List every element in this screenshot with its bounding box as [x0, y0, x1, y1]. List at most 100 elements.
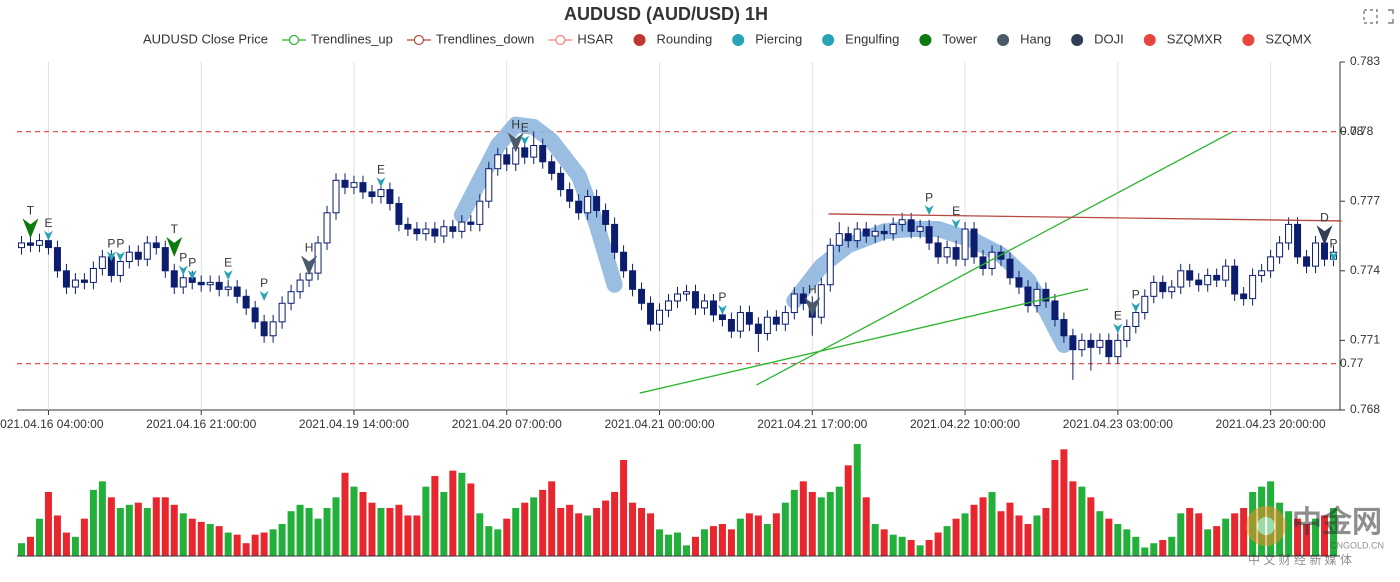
signal-label: P — [925, 190, 933, 204]
candle-body — [476, 200, 484, 225]
legend-icon — [1071, 34, 1084, 46]
volume-bar — [638, 508, 646, 556]
candle-body — [206, 281, 214, 286]
y-tick-label: 0.783 — [1350, 54, 1380, 68]
volume-bar — [611, 492, 619, 556]
candle-body — [566, 189, 574, 202]
legend-label: Rounding — [657, 31, 713, 46]
volume-bar — [682, 545, 690, 556]
volume-bar — [413, 515, 421, 556]
watermark-logo: 中金网 — [1292, 505, 1382, 539]
volume-bar — [1015, 515, 1023, 556]
volume-bar — [17, 543, 25, 556]
toolbox-zoom[interactable] — [1363, 9, 1378, 24]
volume-bar — [1069, 481, 1077, 556]
candle-body — [682, 291, 690, 295]
signal-marker — [301, 255, 318, 276]
volume-bar — [458, 472, 466, 556]
volume-bar — [844, 465, 852, 556]
candle-body — [1195, 279, 1203, 286]
candle-body — [1042, 288, 1050, 302]
legend-icon — [555, 34, 566, 46]
toolbox-restore[interactable] — [1388, 9, 1394, 24]
volume-bar — [1240, 508, 1248, 556]
volume-bar — [1087, 497, 1095, 556]
y-tick-label: 0.777 — [1350, 193, 1380, 207]
trendline — [639, 288, 1089, 394]
volume-bar — [1033, 515, 1041, 556]
signal-label: P — [179, 251, 187, 265]
candle-body — [602, 209, 610, 225]
volume-bar — [602, 500, 610, 556]
candle-body — [1177, 270, 1185, 288]
signal-label: D — [1320, 210, 1329, 224]
x-tick-label: 2021.04.19 14:00:00 — [299, 417, 409, 431]
volume-bar — [269, 529, 277, 556]
candle-body — [754, 323, 762, 334]
volume-bar — [754, 515, 762, 556]
volume-bar — [665, 534, 673, 556]
candle-body — [889, 223, 897, 235]
volume-bar — [548, 481, 556, 556]
candle-body — [790, 293, 798, 314]
volume-bar — [718, 524, 726, 556]
candle-body — [1141, 295, 1149, 314]
volume-bar — [736, 518, 744, 556]
candle-body — [1150, 281, 1158, 297]
x-tick-label: 2021.04.21 17:00:00 — [757, 417, 867, 431]
candle-body — [1231, 265, 1239, 295]
volume-bar — [161, 497, 169, 556]
volume-bar — [539, 489, 547, 556]
signal-label: H — [305, 241, 314, 255]
candle-body — [1168, 286, 1176, 293]
candle-body — [763, 316, 771, 334]
volume-bar — [1060, 449, 1068, 556]
volume-bar — [224, 532, 232, 556]
volume-bar — [988, 492, 996, 556]
volume-bar — [763, 524, 771, 556]
candle-body — [467, 221, 475, 225]
volume-bar — [89, 489, 97, 556]
volume-bar — [1105, 518, 1113, 556]
volume-bar — [853, 444, 861, 556]
candle-body — [1267, 256, 1275, 272]
volume-bar — [1159, 540, 1167, 556]
volume-bar — [350, 486, 358, 556]
y-tick-label: 0.768 — [1350, 402, 1380, 416]
volume-bar — [1204, 529, 1212, 556]
volume-bar — [709, 526, 717, 556]
signal-marker — [1113, 323, 1123, 334]
volume-bar — [1303, 524, 1311, 556]
volume-bar — [80, 518, 88, 556]
toolbox[interactable] — [1363, 9, 1394, 24]
candle-body — [853, 228, 861, 242]
signal-marker — [166, 236, 183, 257]
candle-body — [431, 228, 439, 237]
trendline — [828, 213, 1342, 222]
signal-label: E — [44, 216, 52, 230]
candle-body — [629, 270, 637, 290]
signal-marker — [520, 135, 530, 146]
volume-bar — [781, 502, 789, 556]
volume-bar — [170, 504, 178, 556]
signal-label: E — [521, 121, 529, 135]
signal-marker — [187, 270, 197, 281]
candle-body — [413, 228, 421, 235]
candle-body — [71, 279, 79, 288]
volume-bar — [817, 497, 825, 556]
legend-label: Hang — [1020, 31, 1051, 46]
volume-bar — [826, 492, 834, 556]
signal-label: P — [1132, 288, 1140, 302]
watermark-slogan: 中 文 财 经 新 媒 体 — [1248, 552, 1352, 567]
candle-body — [575, 200, 583, 214]
volume-bar — [620, 460, 628, 556]
candle-body — [422, 228, 430, 235]
candle-body — [1258, 270, 1266, 276]
volume-bar — [125, 504, 133, 556]
candle-body — [539, 145, 547, 163]
candle-body — [898, 219, 906, 225]
volume-bar — [898, 536, 906, 556]
volume-bar — [62, 532, 70, 556]
volume-bar — [1213, 526, 1221, 556]
candle-body — [1222, 265, 1230, 281]
